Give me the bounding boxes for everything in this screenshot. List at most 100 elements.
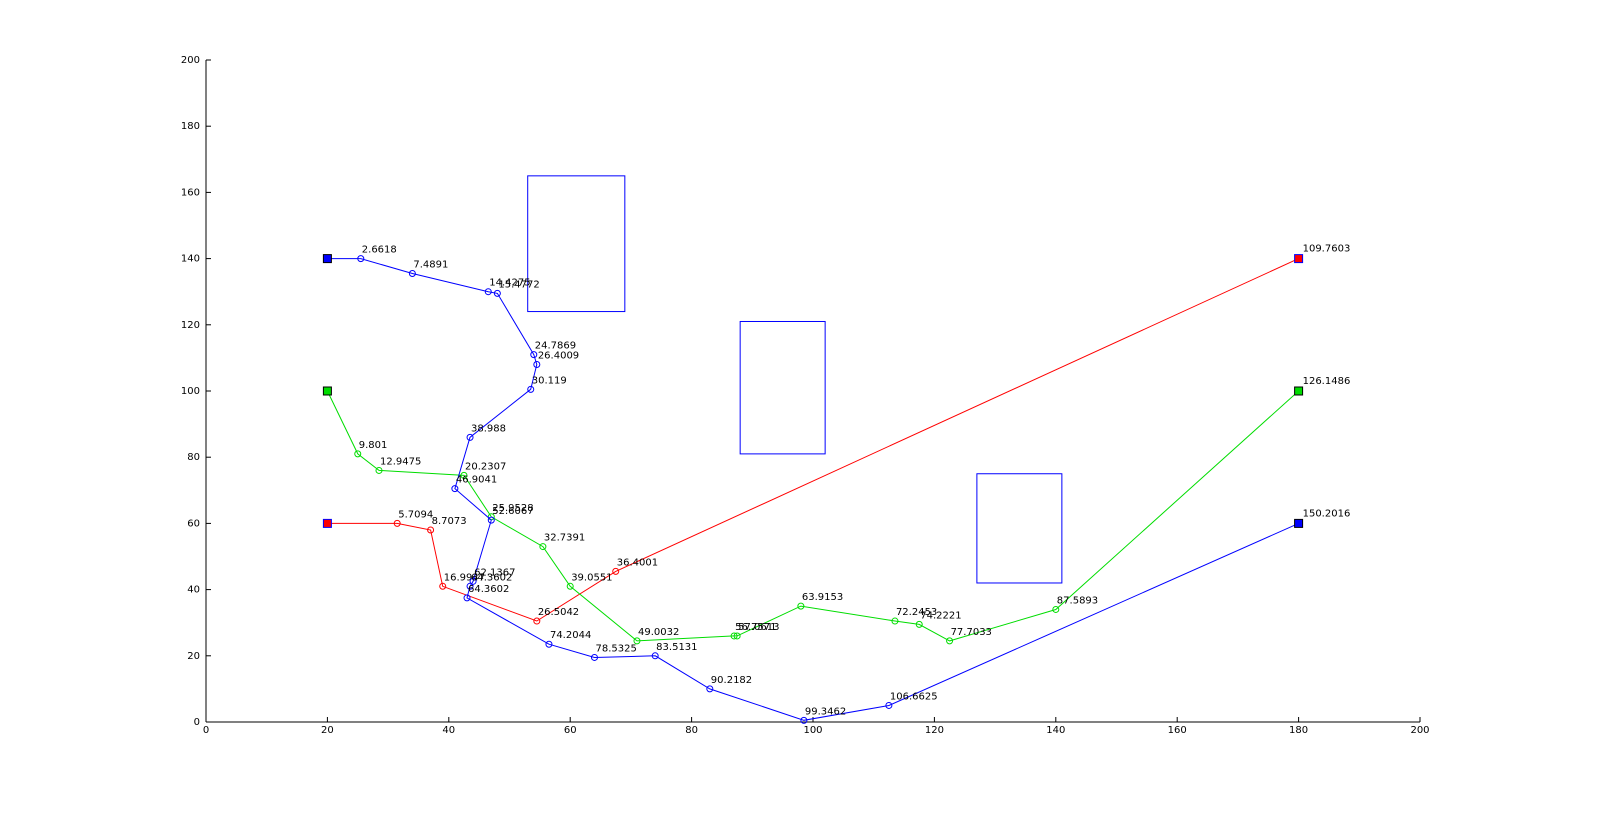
waypoint-label: 63.9153 <box>802 592 843 603</box>
obstacle-rect <box>976 473 1063 584</box>
waypoint-marker <box>633 637 641 645</box>
waypoint-marker <box>375 466 383 474</box>
waypoint-label: 2.6618 <box>362 245 397 256</box>
waypoint-label: 20.2307 <box>465 461 506 472</box>
waypoint-label: 14.4275 <box>489 278 530 289</box>
y-tick-label: 140 <box>181 254 200 265</box>
waypoint-label: 12.9475 <box>380 456 421 467</box>
waypoint-marker <box>733 632 741 640</box>
waypoint-label: 9.801 <box>359 440 388 451</box>
waypoint-label: 77.7033 <box>951 627 992 638</box>
waypoint-marker <box>460 471 468 479</box>
waypoint-marker <box>466 582 474 590</box>
waypoint-marker <box>530 351 538 359</box>
start-marker <box>322 386 332 396</box>
waypoint-marker <box>590 653 598 661</box>
y-tick-label: 160 <box>181 187 200 198</box>
y-tick-label: 0 <box>194 717 200 728</box>
waypoint-marker <box>885 701 893 709</box>
x-tick-label: 60 <box>564 725 577 736</box>
waypoint-label: 78.5325 <box>595 643 636 654</box>
waypoint-marker <box>533 361 541 369</box>
waypoint-label: 5.7094 <box>398 509 433 520</box>
x-tick-label: 80 <box>685 725 698 736</box>
waypoint-marker <box>487 516 495 524</box>
waypoint-marker <box>533 617 541 625</box>
end-label: 150.2016 <box>1303 508 1351 519</box>
waypoint-label: 64.3602 <box>468 584 509 595</box>
waypoint-marker <box>484 288 492 296</box>
waypoint-label: 26.5042 <box>538 607 579 618</box>
waypoint-marker <box>427 526 435 534</box>
waypoint-marker <box>946 637 954 645</box>
waypoint-label: 26.4009 <box>538 351 579 362</box>
waypoint-marker <box>463 594 471 602</box>
waypoint-marker <box>469 577 477 585</box>
waypoint-label: 46.9041 <box>456 475 497 486</box>
waypoint-marker <box>891 617 899 625</box>
obstacle-rect <box>739 320 826 455</box>
waypoint-marker <box>451 485 459 493</box>
waypoint-label: 30.119 <box>532 375 567 386</box>
series-line <box>327 258 1299 622</box>
waypoint-label: 52.6067 <box>492 506 533 517</box>
end-label: 126.1486 <box>1303 376 1351 387</box>
waypoint-marker <box>357 255 365 263</box>
waypoint-marker <box>730 632 738 640</box>
y-tick-label: 20 <box>187 651 200 662</box>
waypoint-marker <box>612 567 620 575</box>
start-marker <box>322 254 332 264</box>
waypoint-marker <box>706 685 714 693</box>
end-marker <box>1294 518 1304 528</box>
waypoint-label: 90.2182 <box>711 675 752 686</box>
waypoint-label: 24.7869 <box>535 341 576 352</box>
waypoint-label: 49.0032 <box>638 627 679 638</box>
end-label: 109.7603 <box>1303 244 1351 255</box>
waypoint-label: 8.7073 <box>432 516 467 527</box>
series-line <box>326 390 1299 642</box>
waypoint-label: 99.3462 <box>805 706 846 717</box>
x-tick-label: 40 <box>442 725 455 736</box>
waypoint-marker <box>408 269 416 277</box>
y-tick-label: 40 <box>187 585 200 596</box>
y-tick-label: 180 <box>181 121 200 132</box>
waypoint-label: 16.9947 <box>444 572 485 583</box>
waypoint-label: 72.2453 <box>896 607 937 618</box>
waypoint-marker <box>527 385 535 393</box>
waypoint-label: 25.9528 <box>492 503 533 514</box>
waypoint-label: 87.5893 <box>1057 595 1098 606</box>
waypoint-marker <box>466 433 474 441</box>
x-tick-label: 140 <box>1046 725 1065 736</box>
y-tick-label: 80 <box>187 452 200 463</box>
waypoint-label: 32.7391 <box>544 533 585 544</box>
x-tick-label: 160 <box>1168 725 1187 736</box>
y-tick-label: 200 <box>181 55 200 66</box>
waypoint-marker <box>354 450 362 458</box>
x-tick-label: 20 <box>321 725 334 736</box>
waypoint-marker <box>800 716 808 724</box>
end-marker <box>1294 386 1304 396</box>
waypoint-marker <box>439 582 447 590</box>
waypoint-label: 15.4772 <box>498 279 539 290</box>
x-tick-label: 0 <box>203 725 209 736</box>
waypoint-marker <box>393 519 401 527</box>
waypoint-label: 74.2044 <box>550 630 591 641</box>
waypoint-label: 36.4001 <box>617 557 658 568</box>
x-tick-label: 120 <box>925 725 944 736</box>
x-tick-label: 180 <box>1289 725 1308 736</box>
x-tick-label: 100 <box>803 725 822 736</box>
obstacle-rect <box>527 175 626 313</box>
waypoint-marker <box>539 543 547 551</box>
waypoint-marker <box>566 582 574 590</box>
waypoint-label: 106.6625 <box>890 691 938 702</box>
start-marker <box>322 518 332 528</box>
waypoint-label: 83.5131 <box>656 642 697 653</box>
waypoint-marker <box>493 289 501 297</box>
waypoint-marker <box>797 602 805 610</box>
x-tick-label: 200 <box>1410 725 1429 736</box>
waypoint-label: 7.4891 <box>413 259 448 270</box>
waypoint-marker <box>545 640 553 648</box>
waypoint-label: 57.0613 <box>738 622 779 633</box>
